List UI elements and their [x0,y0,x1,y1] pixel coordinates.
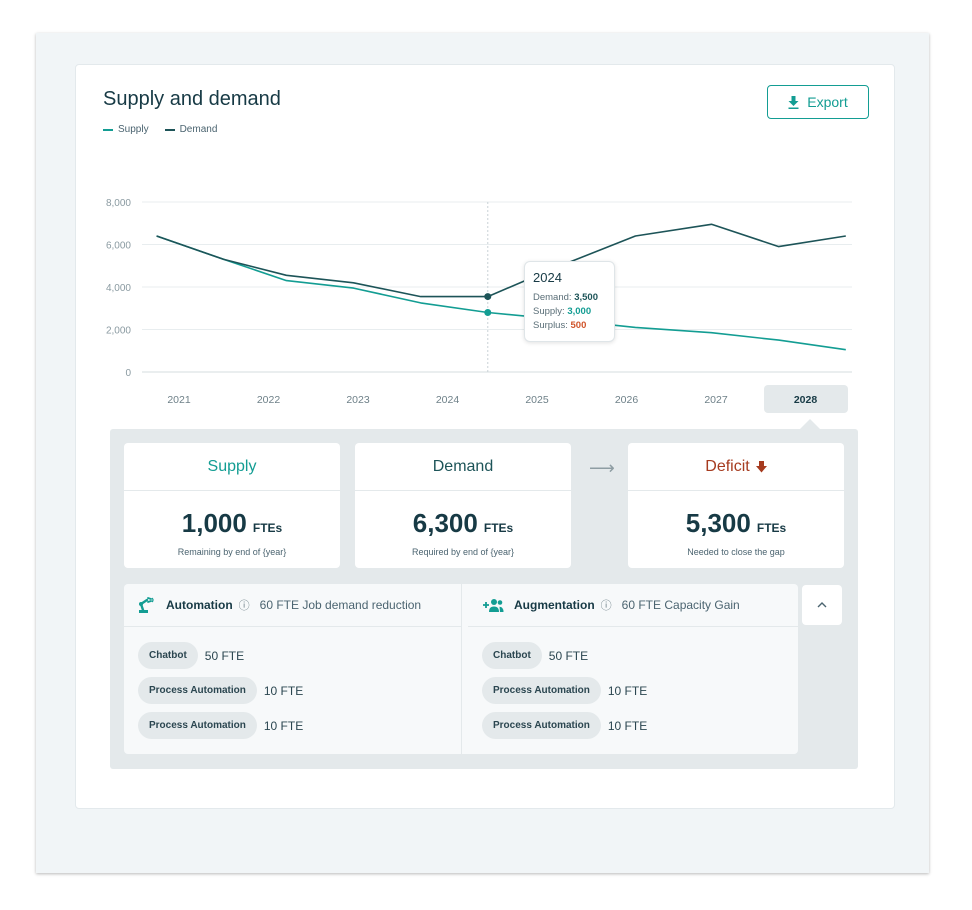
augmentation-desc: 60 FTE Capacity Gain [621,598,740,612]
demand-stat-card: Demand 6,300 FTEs Required by end of {yea… [355,443,571,568]
series-line-demand [156,223,846,298]
supply-stat-value-row: 1,000 FTEs [124,508,340,539]
list-item: Chatbot 50 FTE [468,642,798,669]
x-tick-label: 2025 [525,394,549,406]
tooltip-supply-row: Supply: 3,000 [533,306,592,317]
supply-stat-unit: FTEs [252,521,283,535]
supply-legend-label: Supply [118,124,149,135]
augmentation-title: Augmentation [514,598,595,612]
supply-stat-card: Supply 1,000 FTEs Remaining by end of {ye… [124,443,340,568]
info-icon[interactable]: ⓘ [238,600,250,612]
demand-legend-label: Demand [179,124,218,135]
collapse-button[interactable] [802,585,842,625]
demand-stat-sub: Required by end of {year} [411,547,515,557]
download-icon [788,95,799,109]
selected-year-pill[interactable] [764,385,848,413]
lever-value: 10 FTE [263,683,304,698]
y-tick-label: 4,000 [106,283,131,294]
panel-notch [800,419,820,429]
lever-tag[interactable]: Chatbot [138,642,198,669]
tooltip-demand-row: Demand: 3,500 [533,292,598,303]
lever-tag[interactable]: Chatbot [482,642,542,669]
deficit-stat-card: Deficit 5,300 FTEs Needed to close the ga… [628,443,844,568]
supply-stat-sub: Remaining by end of {year} [177,547,287,557]
demand-stat-value: 6,300 [412,508,478,538]
demand-stat-label: Demand [355,443,571,491]
augmentation-header: Augmentation ⓘ 60 FTE Capacity Gain [468,584,798,627]
y-tick-label: 0 [125,368,131,379]
chart-legend: Supply Demand [103,124,217,135]
arrow-right-icon: ⟶ [589,458,615,478]
lever-tag[interactable]: Process Automation [482,712,601,739]
series-line-supply [156,235,846,351]
list-item: Process Automation 10 FTE [468,712,798,739]
automation-header: Automation ⓘ 60 FTE Job demand reduction [124,584,461,627]
supply-stat-label: Supply [124,443,340,491]
x-tick-label: 2028 [794,394,818,406]
lever-tag[interactable]: Process Automation [138,677,257,704]
demand-stat-unit: FTEs [483,521,514,535]
tooltip-surplus-row: Surplus: 500 [533,320,587,331]
augmentation-column: Augmentation ⓘ 60 FTE Capacity Gain Chat… [468,584,798,754]
lever-value: 10 FTE [607,683,648,698]
deficit-stat-sub: Needed to close the gap [687,547,785,557]
x-tick-label: 2027 [704,394,728,406]
chevron-up-icon [817,602,827,608]
lever-tag[interactable]: Process Automation [138,712,257,739]
info-icon[interactable]: ⓘ [600,600,612,612]
deficit-stat-unit: FTEs [756,521,787,535]
lever-value: 10 FTE [607,718,648,733]
tooltip-surplus-value: 500 [570,320,587,331]
robot-arm-icon [139,597,154,613]
automation-desc: 60 FTE Job demand reduction [259,598,422,612]
deficit-stat-value: 5,300 [685,508,751,538]
automation-column: Automation ⓘ 60 FTE Job demand reduction… [124,584,462,754]
x-tick-label: 2026 [615,394,639,406]
export-button[interactable]: Export [767,85,869,119]
demand-legend-swatch [164,128,175,131]
list-item: Chatbot 50 FTE [124,642,461,669]
hover-point-demand [484,293,492,301]
tooltip-demand-value: 3,500 [574,292,598,303]
x-tick-label: 2023 [346,394,370,406]
list-item: Process Automation 10 FTE [124,712,461,739]
lever-value: 10 FTE [263,718,304,733]
tooltip-year: 2024 [533,270,562,285]
supply-legend-swatch [103,128,113,131]
levers-section: Automation ⓘ 60 FTE Job demand reduction… [124,584,798,754]
supply-stat-value: 1,000 [181,508,247,538]
y-tick-label: 2,000 [106,326,131,337]
x-tick-label: 2024 [436,394,460,406]
add-people-icon [483,599,504,612]
export-label: Export [807,94,848,110]
deficit-stat-value-row: 5,300 FTEs [628,508,844,539]
list-item: Process Automation 10 FTE [124,677,461,704]
deficit-stat-header: Deficit [628,443,844,491]
x-tick-label: 2022 [257,394,281,406]
y-tick-label: 8,000 [106,198,131,209]
lever-value: 50 FTE [548,648,589,663]
lever-tag[interactable]: Process Automation [482,677,601,704]
page-title: Supply and demand [103,88,281,110]
tooltip-supply-value: 3,000 [567,306,592,317]
deficit-stat-label: Deficit [705,457,750,475]
hover-point-supply [484,309,492,316]
arrow-down-icon [755,460,767,472]
demand-stat-value-row: 6,300 FTEs [355,508,571,539]
lever-value: 50 FTE [204,648,245,663]
list-item: Process Automation 10 FTE [468,677,798,704]
chart-tooltip: 2024 Demand: 3,500 Supply: 3,000 Surplus… [524,261,615,342]
x-tick-label: 2021 [167,394,191,406]
y-tick-label: 6,000 [106,241,131,252]
automation-title: Automation [166,598,233,612]
